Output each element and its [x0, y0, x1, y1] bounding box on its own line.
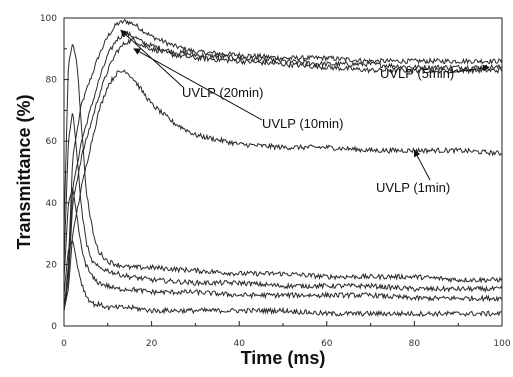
series-line-uvlp-20min	[63, 19, 503, 311]
x-tick-label: 80	[409, 339, 421, 349]
y-tick-label: 20	[46, 260, 58, 270]
annotation-label: UVLP (5min)	[380, 66, 454, 81]
y-tick-label: 0	[51, 322, 57, 332]
x-tick-label: 100	[493, 339, 510, 349]
x-tick-label: 20	[146, 339, 158, 349]
annotation-label: UVLP (1min)	[376, 180, 450, 195]
y-axis-title: Transmittance (%)	[14, 94, 34, 249]
x-tick-label: 40	[233, 339, 245, 349]
annotation-arrow	[413, 149, 431, 181]
series-line-uvlp-5min	[63, 37, 503, 311]
y-axis: 0 20 40 60 80 100	[40, 14, 69, 332]
x-axis-title: Time (ms)	[241, 348, 326, 368]
y-tick-label: 40	[46, 199, 58, 209]
x-tick-label: 60	[321, 339, 333, 349]
series-line-unlabeled-5	[63, 43, 503, 284]
series-line-unlabeled-6	[63, 113, 503, 294]
annotation-label: UVLP (20min)	[182, 85, 263, 100]
y-tick-label: 60	[46, 137, 58, 147]
annotations: UVLP (20min) UVLP (10min) UVLP (5min) UVLP …	[120, 29, 490, 195]
series-line-unlabeled-7	[63, 187, 503, 303]
y-tick-label: 80	[46, 76, 58, 86]
series-line-unlabeled-8	[63, 239, 503, 318]
series-line-uvlp-10min	[63, 30, 503, 311]
x-axis: 0 20 40 60 80 100	[61, 321, 511, 349]
annotation-label: UVLP (10min)	[262, 116, 343, 131]
series-line-uvlp-1min	[63, 69, 503, 311]
annotation-arrow	[133, 48, 263, 121]
y-tick-label: 100	[40, 14, 57, 24]
traces	[63, 19, 503, 318]
x-tick-label: 0	[61, 339, 67, 349]
annotation-arrow	[447, 64, 490, 74]
